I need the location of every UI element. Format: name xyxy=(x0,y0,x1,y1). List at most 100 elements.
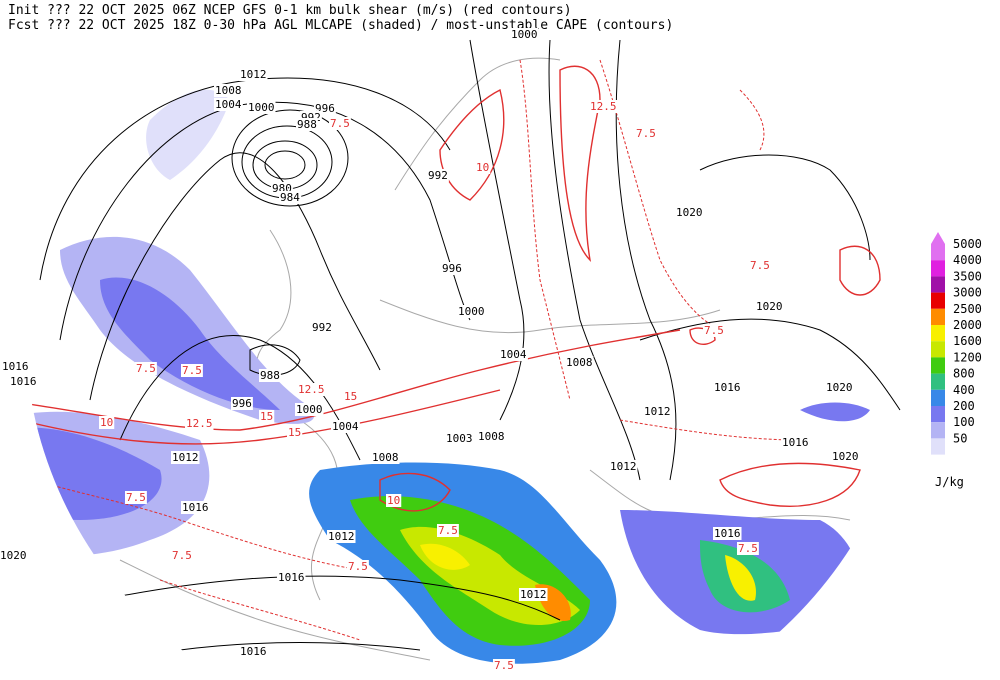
label-background xyxy=(347,560,369,573)
label-background xyxy=(475,161,491,174)
legend-swatch xyxy=(931,308,945,325)
label-background xyxy=(499,348,528,361)
shear-label: 7.5 xyxy=(704,324,724,337)
isobar-label: 1016 xyxy=(782,436,809,449)
label-background xyxy=(635,127,657,140)
isobar-label: 1016 xyxy=(714,381,741,394)
isobar-label: 988 xyxy=(260,369,280,382)
isobar-label: 1016 xyxy=(240,645,267,658)
label-background xyxy=(825,381,854,394)
isobar-label: 1012 xyxy=(610,460,637,473)
shear-label: 7.5 xyxy=(136,362,156,375)
label-background xyxy=(749,259,771,272)
label-background xyxy=(287,426,303,439)
isobar-label: 1000 xyxy=(458,305,485,318)
legend-swatch xyxy=(931,373,945,390)
isobar-label: 1008 xyxy=(478,430,505,443)
isobar-label: 1016 xyxy=(2,360,29,373)
legend-swatch xyxy=(931,260,945,277)
shear-label: 15 xyxy=(260,410,273,423)
isobar-label: 1020 xyxy=(676,206,703,219)
label-background xyxy=(427,169,449,182)
label-background xyxy=(441,262,463,275)
legend-label: 3000 xyxy=(953,286,982,300)
legend-swatch xyxy=(931,389,945,406)
label-background xyxy=(609,460,638,473)
label-background xyxy=(0,549,28,562)
cape-shading xyxy=(25,89,870,664)
legend-label: 2500 xyxy=(953,302,982,316)
isobar-label: 1020 xyxy=(832,450,859,463)
shear-label: 7.5 xyxy=(172,549,192,562)
shear-label: 10 xyxy=(100,416,113,429)
header-line: Fcst ??? 22 OCT 2025 18Z 0-30 hPa AGL ML… xyxy=(8,18,673,33)
legend-label: 800 xyxy=(953,367,975,381)
label-background xyxy=(329,117,351,130)
shear-labels: 7.5 7.5 7.5 7.5 7.5 7.5 7.5 7.5 7.5 7.5 7.5 7.5 10 10… xyxy=(99,100,771,672)
label-background xyxy=(477,430,506,443)
legend-label: 1200 xyxy=(953,350,982,364)
legend-label: 1600 xyxy=(953,334,982,348)
label-background xyxy=(185,417,214,430)
label-background xyxy=(181,364,203,377)
shear-contours xyxy=(25,65,881,512)
label-background xyxy=(135,362,157,375)
legend-swatch xyxy=(931,244,945,261)
label-background xyxy=(589,100,618,113)
isobar-label: 1012 xyxy=(172,451,199,464)
isobar-label: 1020 xyxy=(826,381,853,394)
legend-swatch xyxy=(931,325,945,342)
legend-label: 50 xyxy=(953,431,967,445)
shear-label: 7.5 xyxy=(348,560,368,573)
label-background xyxy=(279,191,302,204)
label-background xyxy=(296,118,318,131)
shear-label: 12.5 xyxy=(186,417,213,430)
label-background xyxy=(327,530,356,543)
isobar-label: 1008 xyxy=(372,451,399,464)
label-background xyxy=(675,206,704,219)
isobar-label: 1012 xyxy=(520,588,547,601)
label-background xyxy=(181,501,210,514)
isobar-label: 1000 xyxy=(296,403,323,416)
label-background xyxy=(713,527,742,540)
isobar-label: 1016 xyxy=(278,571,305,584)
label-background xyxy=(386,494,402,507)
label-background xyxy=(125,491,147,504)
isobar-label: 1020 xyxy=(756,300,783,313)
label-background xyxy=(99,416,115,429)
shear-label: 7.5 xyxy=(738,542,758,555)
label-background xyxy=(713,381,742,394)
isobar-label: 992 xyxy=(428,169,448,182)
label-background xyxy=(297,383,326,396)
label-background xyxy=(519,588,548,601)
label-background xyxy=(371,451,400,464)
legend-label: 5000 xyxy=(953,237,982,251)
isobar-label: 1012 xyxy=(644,405,671,418)
label-background xyxy=(457,305,486,318)
legend-swatch xyxy=(931,341,945,358)
color-legend: 5000 4000 3500 3000 2500 2000 1600 1200 800 400 20… xyxy=(931,232,982,489)
shear-label: 15 xyxy=(288,426,301,439)
legend-unit: J/kg xyxy=(935,475,964,489)
label-background xyxy=(510,28,539,41)
label-background xyxy=(247,101,276,114)
label-background xyxy=(565,356,594,369)
isobar-label: 996 xyxy=(442,262,462,275)
shear-label: 15 xyxy=(344,390,357,403)
label-background xyxy=(259,410,275,423)
isobar-label: 1004 xyxy=(215,98,242,111)
label-background xyxy=(331,420,360,433)
label-background xyxy=(737,542,759,555)
isobar-label: 1016 xyxy=(10,375,37,388)
label-background xyxy=(703,324,725,337)
label-background xyxy=(171,549,193,562)
legend-swatch xyxy=(931,406,945,423)
label-background xyxy=(311,321,333,334)
legend-label: 100 xyxy=(953,415,975,429)
shear-label: 7.5 xyxy=(126,491,146,504)
label-background xyxy=(1,360,30,373)
label-background xyxy=(214,98,243,111)
isobar-label: 992 xyxy=(312,321,332,334)
label-background xyxy=(643,405,672,418)
label-background xyxy=(239,68,268,81)
